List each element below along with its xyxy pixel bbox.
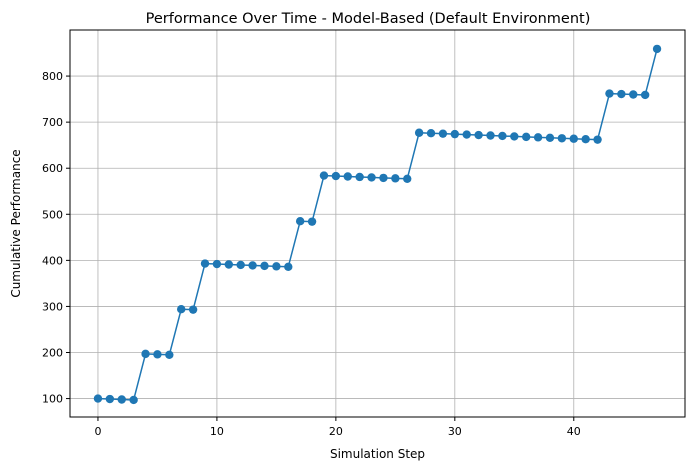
x-tick-label: 0 bbox=[94, 425, 101, 438]
y-tick-label: 600 bbox=[42, 162, 63, 175]
y-tick-label: 400 bbox=[42, 254, 63, 267]
data-point bbox=[629, 90, 638, 99]
x-tick-label: 40 bbox=[567, 425, 581, 438]
data-point bbox=[438, 129, 448, 138]
y-tick-label: 500 bbox=[42, 208, 63, 221]
data-point bbox=[117, 395, 126, 404]
y-tick-label: 700 bbox=[42, 116, 63, 129]
data-point bbox=[498, 131, 507, 141]
data-point bbox=[355, 172, 364, 182]
x-tick-label: 20 bbox=[329, 425, 343, 438]
data-point bbox=[462, 130, 471, 139]
data-point bbox=[224, 260, 234, 269]
data-point bbox=[605, 89, 614, 98]
x-axis-ticks: 0 10 20 30 40 bbox=[94, 417, 581, 438]
data-point bbox=[581, 134, 590, 144]
plot-area-frame bbox=[69, 29, 686, 418]
data-point bbox=[640, 90, 650, 100]
data-point bbox=[236, 260, 245, 270]
y-axis-ticks: 100 200 300 400 500 600 700 800 bbox=[42, 70, 70, 406]
data-point bbox=[486, 131, 495, 140]
y-tick-label: 300 bbox=[42, 300, 63, 313]
data-point bbox=[343, 172, 352, 181]
data-point bbox=[295, 216, 305, 226]
data-point bbox=[593, 135, 602, 144]
data-point bbox=[177, 304, 186, 314]
data-point bbox=[391, 174, 400, 183]
y-tick-label: 800 bbox=[42, 70, 63, 83]
x-axis-label: Simulation Step bbox=[330, 447, 425, 461]
data-point bbox=[510, 132, 519, 141]
chart-title: Performance Over Time - Model-Based (Def… bbox=[146, 11, 591, 27]
x-tick-label: 10 bbox=[210, 425, 224, 438]
data-point bbox=[141, 349, 150, 359]
data-point bbox=[652, 44, 662, 54]
data-point bbox=[272, 262, 281, 271]
data-point bbox=[200, 259, 210, 268]
x-tick-label: 30 bbox=[448, 425, 462, 438]
data-point bbox=[331, 171, 341, 181]
data-point bbox=[521, 132, 531, 142]
data-point bbox=[474, 130, 483, 140]
data-point bbox=[129, 395, 138, 405]
series-line-performance bbox=[93, 44, 662, 405]
data-point bbox=[165, 350, 174, 360]
data-point bbox=[105, 394, 115, 404]
data-point bbox=[307, 217, 317, 226]
data-point bbox=[260, 261, 269, 271]
data-point bbox=[569, 134, 578, 143]
data-point bbox=[414, 128, 424, 137]
data-point bbox=[450, 129, 460, 139]
y-axis-label: Cumulative Performance bbox=[9, 149, 23, 297]
data-point bbox=[153, 350, 162, 359]
y-tick-label: 100 bbox=[42, 393, 63, 406]
data-point bbox=[212, 259, 222, 269]
data-point bbox=[545, 133, 555, 143]
data-point bbox=[93, 394, 103, 403]
data-point bbox=[248, 261, 257, 270]
data-point bbox=[617, 89, 626, 99]
data-point bbox=[426, 129, 436, 138]
data-point bbox=[284, 262, 293, 272]
grid-lines bbox=[70, 30, 685, 417]
data-point bbox=[319, 171, 329, 180]
y-tick-label: 200 bbox=[42, 347, 63, 360]
data-point bbox=[403, 174, 412, 184]
data-point bbox=[379, 173, 388, 183]
data-point bbox=[367, 173, 376, 182]
series-line bbox=[97, 48, 658, 401]
data-point bbox=[188, 305, 198, 314]
data-point bbox=[557, 134, 567, 143]
data-point bbox=[533, 133, 543, 142]
